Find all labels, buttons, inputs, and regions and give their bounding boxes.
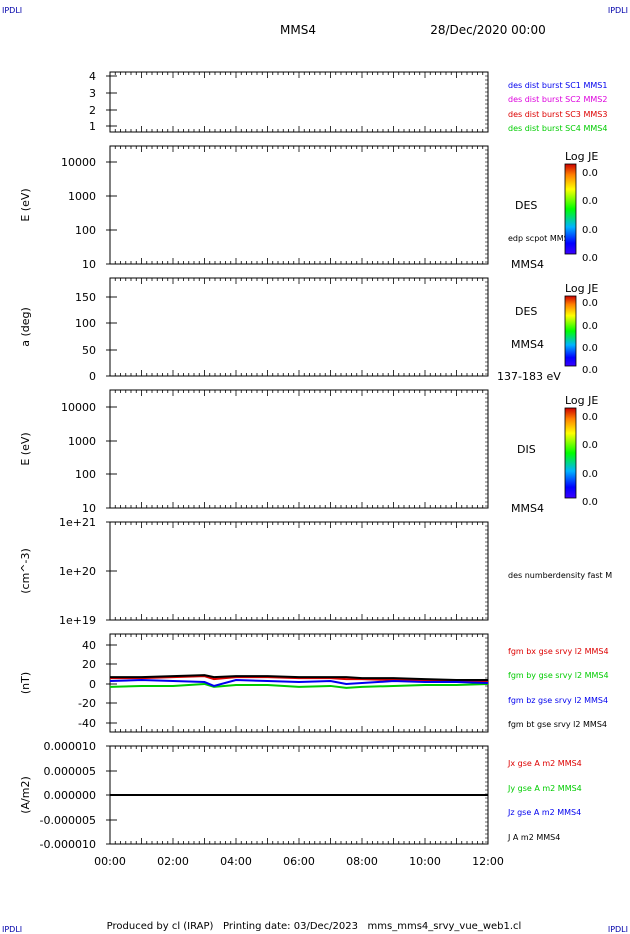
p7-legend-j: J A m2 MMS4 [507, 833, 560, 842]
p2-ytick-label: 10 [82, 258, 96, 271]
date-title: 28/Dec/2020 00:00 [430, 23, 546, 37]
corner-label-top-right: IPDLI [608, 6, 628, 15]
x-tick-label: 10:00 [409, 855, 441, 868]
corner-label-bottom-right: IPDLI [608, 925, 628, 934]
p7-ylabel: (A/m2) [19, 776, 32, 814]
p3-colorbar-tick: 0.0 [582, 298, 598, 309]
p5-legend-density: des numberdensity fast M [508, 571, 612, 580]
p7-ytick-label: 0.000010 [44, 740, 97, 753]
p4-colorbar-tick: 0.0 [582, 440, 598, 451]
p5-ytick-label: 1e+19 [59, 614, 96, 627]
p2-spacecraft-label: MMS4 [511, 258, 544, 271]
p3-spacecraft-label: MMS4 [511, 338, 544, 351]
p1-legend-mms3: des dist burst SC3 MMS3 [508, 110, 607, 119]
p2-ytick-label: 1000 [68, 190, 96, 203]
p6-legend-bt: fgm bt gse srvy l2 MMS4 [508, 720, 607, 729]
x-tick-label: 12:00 [472, 855, 504, 868]
p2-colorbar [564, 163, 577, 255]
p7-ytick-label: -0.000005 [40, 814, 96, 827]
p6-ytick-label: 20 [82, 658, 96, 671]
p2-ytick-label: 100 [75, 224, 96, 237]
series-line-1 [109, 682, 489, 689]
p4-ytick-label: 10 [82, 502, 96, 515]
panel-3-frame [109, 277, 489, 377]
p4-ytick-label: 10000 [61, 401, 96, 414]
p4-ytick-label: 1000 [68, 435, 96, 448]
p7-ytick-label: 0.000005 [44, 765, 97, 778]
x-tick-label: 08:00 [346, 855, 378, 868]
p7-legend-jz: Jz gse A m2 MMS4 [507, 808, 581, 817]
p5-ytick-label: 1e+20 [59, 565, 96, 578]
series-line-2 [109, 679, 489, 687]
p2-instrument-label: DES [515, 199, 537, 212]
p6-legend-bz: fgm bz gse srvy l2 MMS4 [508, 696, 608, 705]
p2-colorbar-title: Log JE [565, 150, 598, 163]
corner-label-bottom-left: IPDLI [2, 925, 22, 934]
p4-instrument-label: DIS [517, 443, 536, 456]
p3-ytick-label: 0 [89, 370, 96, 383]
x-tick-label: 00:00 [94, 855, 126, 868]
p6-ylabel: (nT) [19, 672, 32, 694]
p4-colorbar-tick: 0.0 [582, 469, 598, 480]
axis-ticks [106, 72, 489, 845]
p4-colorbar [564, 407, 577, 499]
p4-ylabel: E (eV) [19, 432, 32, 465]
p3-ytick-label: 100 [75, 317, 96, 330]
p6-legend-by: fgm by gse srvy l2 MMS4 [508, 671, 609, 680]
p6-ytick-label: 0 [89, 678, 96, 691]
p1-ytick-label: 3 [89, 87, 96, 100]
p3-ylabel: a (deg) [19, 307, 32, 347]
corner-label-top-left: IPDLI [2, 6, 22, 15]
p1-legend-mms4: des dist burst SC4 MMS4 [508, 124, 607, 133]
p3-colorbar-tick: 0.0 [582, 343, 598, 354]
p3-colorbar-title: Log JE [565, 282, 598, 295]
footer-text: Produced by cl (IRAP) Printing date: 03/… [107, 921, 522, 932]
p3-colorbar-tick: 0.0 [582, 365, 598, 376]
p7-ytick-label: -0.000010 [40, 838, 96, 851]
p4-colorbar-tick: 0.0 [582, 412, 598, 423]
p6-ytick-label: -40 [78, 717, 96, 730]
p4-colorbar-tick: 0.0 [582, 497, 598, 508]
x-tick-label: 02:00 [157, 855, 189, 868]
p1-ytick-label: 2 [89, 104, 96, 117]
series-line-3 [110, 674, 488, 682]
p6-ytick-label: 40 [82, 639, 96, 652]
p5-ytick-label: 1e+21 [59, 516, 96, 529]
p1-legend-mms2: des dist burst SC2 MMS2 [508, 95, 607, 104]
p3-ytick-label: 150 [75, 291, 96, 304]
panel-5-frame [109, 521, 489, 621]
p2-colorbar-tick: 0.0 [582, 168, 598, 179]
p5-ylabel: (cm^-3) [19, 548, 32, 594]
p1-ytick-label: 1 [89, 120, 96, 133]
p4-spacecraft-label: MMS4 [511, 502, 544, 515]
p2-ytick-label: 10000 [61, 156, 96, 169]
p3-ytick-label: 50 [82, 344, 96, 357]
panel-4-frame [109, 389, 489, 509]
p6-series-lines [109, 674, 489, 689]
p2-ylabel: E (eV) [19, 188, 32, 221]
p6-ytick-label: -20 [78, 697, 96, 710]
p2-colorbar-tick: 0.0 [582, 225, 598, 236]
p1-ytick-label: 4 [89, 70, 96, 83]
x-tick-label: 06:00 [283, 855, 315, 868]
panel-1-frame [109, 71, 489, 133]
p4-colorbar-title: Log JE [565, 394, 598, 407]
p3-energy-range-label: 137-183 eV [497, 370, 561, 383]
p7-legend-jy: Jy gse A m2 MMS4 [507, 784, 582, 793]
p6-legend-bx: fgm bx gse srvy l2 MMS4 [508, 647, 609, 656]
p3-colorbar-tick: 0.0 [582, 321, 598, 332]
spacecraft-title: MMS4 [280, 23, 316, 37]
p2-scpot-label: edp scpot MMS4 [508, 234, 574, 243]
p2-colorbar-tick: 0.0 [582, 253, 598, 264]
p2-colorbar-tick: 0.0 [582, 196, 598, 207]
p3-colorbar [564, 295, 577, 367]
p3-instrument-label: DES [515, 305, 537, 318]
x-tick-label: 04:00 [220, 855, 252, 868]
panel-2-frame [109, 145, 489, 265]
p4-ytick-label: 100 [75, 468, 96, 481]
p1-legend-mms1: des dist burst SC1 MMS1 [508, 81, 607, 90]
p7-ytick-label: 0.000000 [44, 789, 97, 802]
p7-legend-jx: Jx gse A m2 MMS4 [507, 759, 582, 768]
